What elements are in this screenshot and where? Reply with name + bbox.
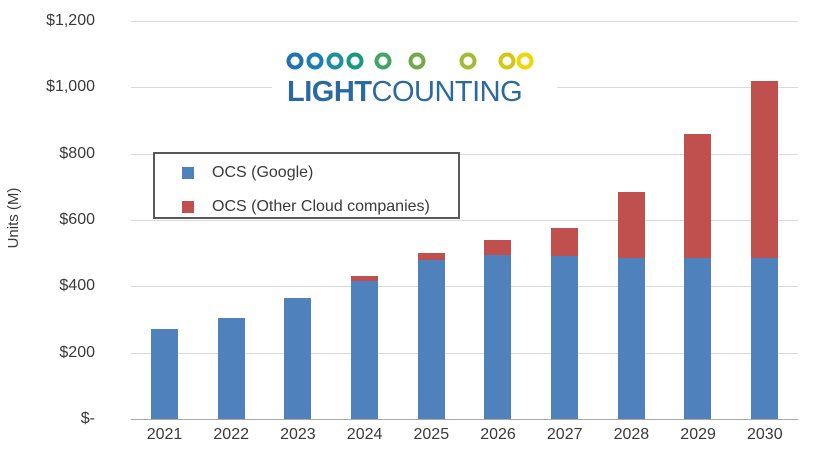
logo-bead-7 — [498, 52, 516, 70]
bar-2030-series-1 — [751, 80, 779, 259]
gridline-1200 — [131, 21, 798, 22]
legend-label-other-cloud: OCS (Other Cloud companies) — [212, 198, 430, 215]
x-tick-label-2022: 2022 — [213, 426, 249, 443]
bar-2027-series-1 — [551, 228, 579, 257]
x-axis-line — [131, 419, 798, 420]
bar-2024-series-1 — [350, 276, 378, 282]
logo-bead-3 — [346, 52, 364, 70]
gridline-800 — [131, 153, 798, 155]
bar-2029-series-0 — [684, 258, 712, 419]
x-tick-label-2030: 2030 — [747, 426, 783, 443]
gridline-200 — [131, 352, 798, 354]
x-tick-label-2025: 2025 — [413, 426, 450, 443]
bar-2025-series-0 — [417, 259, 445, 419]
y-tick-label-6: $- — [80, 410, 95, 427]
bar-2027-series-0 — [551, 256, 579, 419]
y-tick-label-5: $200 — [59, 343, 95, 361]
y-tick-label-3: $600 — [59, 211, 95, 228]
bar-2028-series-0 — [617, 258, 645, 419]
x-tick-label-2027: 2027 — [546, 426, 583, 443]
x-tick-label-2023: 2023 — [280, 426, 316, 443]
logo-bead-0 — [286, 52, 304, 70]
gridline-400 — [131, 286, 798, 288]
logo-bead-4 — [374, 52, 392, 70]
bar-2022-series-0 — [217, 317, 245, 419]
y-tick-label-0: $1,200 — [46, 12, 95, 29]
gridline-600 — [131, 220, 798, 221]
legend-item-other-cloud: OCS (Other Cloud companies) — [182, 199, 430, 215]
x-tick-label-2028: 2028 — [613, 426, 650, 443]
logo-bead-1 — [306, 52, 324, 70]
bar-2024-series-0 — [350, 281, 378, 419]
logo-bead-5 — [408, 52, 426, 70]
logo-text-light: LIGHT — [287, 76, 372, 108]
bar-2026-series-0 — [484, 254, 512, 419]
logo-beads-graphic — [283, 52, 538, 70]
bar-2030-series-0 — [751, 258, 779, 419]
logo-bead-8 — [516, 52, 534, 70]
lightcounting-logo: LIGHTCOUNTING — [272, 40, 557, 112]
bar-2029-series-1 — [684, 133, 712, 259]
bar-2025-series-1 — [417, 253, 445, 260]
bar-2028-series-1 — [617, 191, 645, 259]
logo-bead-2 — [326, 52, 344, 70]
bar-2026-series-1 — [484, 239, 512, 255]
logo-text-counting: COUNTING — [371, 76, 523, 108]
bar-2021-series-0 — [150, 329, 178, 419]
logo-bead-6 — [459, 52, 477, 70]
y-tick-label-1: $1,000 — [46, 78, 95, 96]
y-tick-label-4: $400 — [59, 277, 95, 295]
legend: OCS (Google) OCS (Other Cloud companies) — [153, 152, 460, 219]
legend-item-google: OCS (Google) — [182, 165, 313, 181]
x-tick-label-2021: 2021 — [146, 426, 183, 443]
x-tick-label-2029: 2029 — [680, 426, 716, 443]
plot-area — [131, 21, 798, 420]
legend-swatch-google — [182, 167, 194, 179]
y-tick-label-2: $800 — [59, 144, 95, 162]
legend-label-google: OCS (Google) — [212, 164, 314, 181]
legend-swatch-other-cloud — [182, 201, 194, 213]
x-tick-label-2024: 2024 — [346, 426, 383, 443]
bar-2023-series-0 — [284, 297, 312, 419]
logo-wordmark: LIGHTCOUNTING — [287, 76, 523, 109]
x-tick-label-2026: 2026 — [480, 426, 516, 443]
